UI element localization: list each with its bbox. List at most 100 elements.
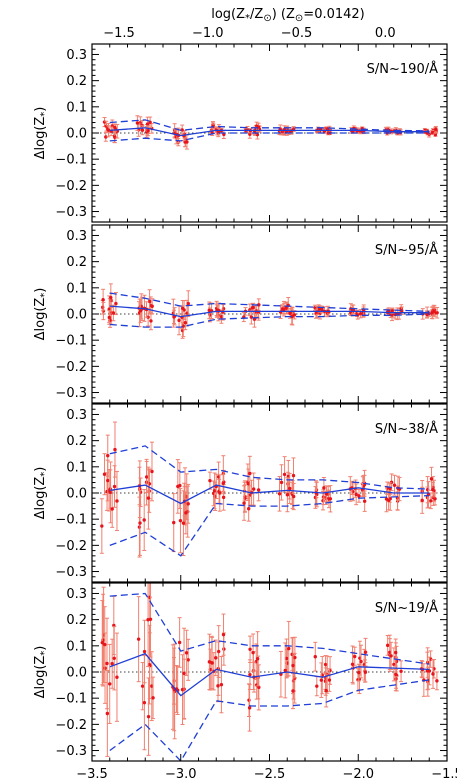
y-tick-label: 0.3 [66, 229, 87, 244]
data-point [218, 491, 222, 495]
data-point [313, 654, 317, 659]
data-point [113, 135, 117, 140]
data-point [430, 130, 434, 135]
data-point [100, 524, 104, 528]
data-point [147, 299, 152, 304]
data-point [425, 669, 430, 673]
y-axis-label-part-2: ) [33, 467, 48, 472]
y-tick-label: 0.3 [66, 587, 87, 602]
data-point [142, 700, 147, 705]
data-point [186, 658, 190, 662]
top-tick-label: −0.5 [281, 26, 313, 41]
data-point [142, 649, 147, 654]
top-axis-label-part-5: ⊙ [295, 13, 303, 24]
panel-data [100, 583, 439, 761]
data-point [180, 687, 185, 692]
y-axis-label: Δlog(Z*) [33, 107, 50, 160]
upper-band-line [109, 592, 430, 665]
y-tick-label: −0.3 [55, 205, 87, 220]
data-point [399, 669, 403, 673]
data-point [109, 295, 113, 300]
panel-2: −0.3 −0.2 −0.1 0.0 0.1 0.2 0.3 Δlog(Z*) S/N~95/Å [33, 224, 448, 404]
median-line [109, 652, 430, 697]
data-point [429, 499, 433, 503]
y-axis-label-part-2: ) [33, 288, 48, 293]
data-point [100, 640, 104, 645]
data-point [106, 128, 111, 132]
data-point [431, 488, 435, 492]
data-point [140, 128, 145, 132]
data-point [172, 315, 176, 319]
data-point [279, 480, 284, 485]
data-point [110, 507, 114, 511]
data-point [246, 482, 251, 486]
y-tick-label: −0.3 [55, 565, 87, 580]
panel-4: −0.3 −0.2 −0.1 0.0 0.1 0.2 0.3 Δlog(Z*) S/N~19/Å [33, 582, 448, 762]
y-axis-label-part-1: * [39, 112, 50, 117]
data-point [358, 311, 363, 316]
data-point [257, 685, 261, 690]
y-axis-label-part-1: * [39, 651, 50, 656]
y-tick-label: 0.2 [66, 434, 87, 449]
data-point [363, 650, 368, 654]
bottom-axis: −3.5−3.0−2.5−2.0−1.5Input log(Z*) [76, 767, 457, 782]
data-point [105, 711, 110, 716]
y-tick-label: 0.1 [66, 639, 87, 654]
x-tick-label: −3.0 [165, 767, 197, 782]
y-tick-label: 0.0 [66, 127, 87, 142]
data-point [251, 650, 255, 655]
data-point [115, 675, 119, 679]
data-point [112, 656, 116, 660]
data-point [107, 307, 111, 311]
data-point [219, 314, 224, 319]
data-point [363, 670, 368, 674]
data-point [392, 662, 396, 667]
data-point [105, 661, 109, 666]
data-point [291, 494, 296, 499]
data-point [326, 131, 330, 135]
y-tick-label: −0.1 [55, 692, 87, 707]
upper-band-line [109, 292, 430, 313]
data-point [149, 319, 153, 323]
y-tick-label: 0.3 [66, 408, 87, 423]
data-point [327, 678, 332, 682]
panel-3: −0.3 −0.2 −0.1 0.0 0.1 0.2 0.3 Δlog(Z*) S/N~38/Å [33, 403, 448, 583]
data-point [219, 682, 224, 687]
y-axis-label-part-1: * [39, 293, 50, 298]
data-point [350, 662, 355, 666]
data-point [146, 496, 151, 500]
data-point [108, 490, 113, 495]
data-point [114, 301, 118, 306]
data-point [184, 651, 189, 655]
data-point [248, 672, 252, 677]
data-point [292, 313, 297, 317]
data-point [106, 453, 110, 458]
data-point [178, 518, 183, 523]
data-point [247, 706, 252, 710]
data-point [433, 133, 438, 137]
data-point [390, 309, 395, 313]
data-point [357, 494, 361, 498]
data-point [384, 497, 389, 501]
y-tick-label: 0.2 [66, 74, 87, 89]
data-point [216, 649, 221, 654]
data-point [138, 309, 143, 313]
data-point [107, 315, 112, 320]
median-line [109, 305, 430, 318]
data-point [144, 475, 149, 479]
data-point [151, 696, 155, 700]
data-point [210, 661, 214, 665]
data-point [212, 489, 217, 493]
data-point [180, 128, 184, 132]
y-tick-label: 0.1 [66, 281, 87, 296]
data-point [113, 125, 117, 130]
data-point [103, 642, 107, 647]
snr-label: S/N~19/Å [375, 600, 438, 616]
top-tick-label: −1.0 [192, 26, 224, 41]
data-point [183, 320, 188, 325]
y-tick-label: −0.1 [55, 513, 87, 528]
data-point [182, 671, 186, 676]
data-point [150, 304, 154, 308]
top-axis-label-part-1: * [245, 13, 250, 24]
data-point [247, 698, 251, 702]
